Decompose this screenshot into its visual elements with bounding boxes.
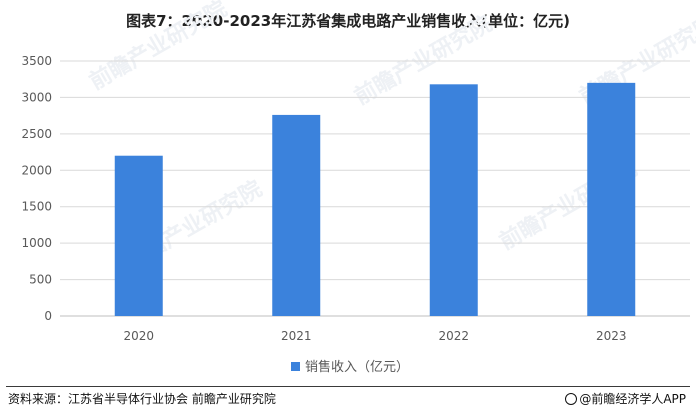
bar-2020: [114, 155, 163, 316]
watermark-text: 前瞻产业研究院: [85, 0, 231, 95]
credit-text: @前瞻经济学人APP: [579, 392, 686, 406]
chart-title: 图表7：2020-2023年江苏省集成电路产业销售收入(单位：亿元): [126, 12, 570, 30]
x-tick-label: 2023: [596, 329, 627, 343]
x-tick-label: 2022: [438, 329, 469, 343]
legend-label: 销售收入（亿元）: [305, 359, 409, 375]
bars: [114, 82, 636, 317]
x-tick-label: 2020: [123, 329, 154, 343]
y-tick-label: 3000: [21, 90, 52, 104]
y-tick-label: 2500: [21, 127, 52, 141]
bar-2022: [429, 84, 478, 316]
y-tick-label: 500: [29, 273, 52, 287]
x-tick-label: 2021: [281, 329, 312, 343]
y-tick-label: 1500: [21, 200, 52, 214]
brand-icon: [565, 393, 578, 405]
x-axis-ticks: 2020 2021 2022 2023: [123, 329, 626, 343]
legend-swatch: [291, 362, 300, 371]
gridlines: [60, 60, 690, 317]
y-axis-ticks: 0 500 1000 1500 2000 2500 3000 3500: [21, 54, 52, 323]
bar-2021: [272, 114, 321, 317]
credit: @前瞻经济学人APP: [565, 390, 686, 407]
bar-2023: [587, 82, 636, 316]
y-tick-label: 2000: [21, 163, 52, 177]
y-tick-label: 1000: [21, 236, 52, 250]
y-tick-label: 0: [44, 309, 52, 323]
legend: 销售收入（亿元）: [291, 359, 409, 375]
footer-divider: [6, 386, 690, 387]
y-tick-label: 3500: [21, 54, 52, 68]
source-note: 资料来源：江苏省半导体行业协会 前瞻产业研究院: [8, 392, 276, 406]
